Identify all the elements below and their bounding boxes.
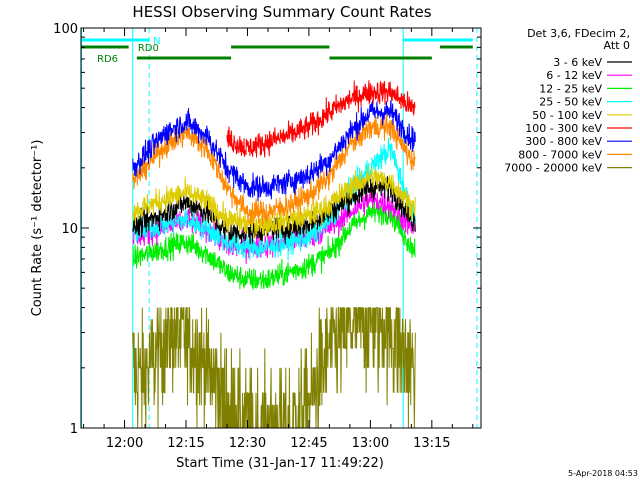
series-50-100-kev bbox=[132, 165, 416, 239]
series-line-800-7000-kev bbox=[132, 113, 416, 227]
legend-label-25-50-kev: 25 - 50 keV bbox=[539, 96, 602, 109]
rd6-flag-label: RD6 bbox=[97, 54, 118, 65]
series-7000-20000-kev bbox=[132, 307, 416, 428]
legend-label-50-100-kev: 50 - 100 keV bbox=[532, 109, 602, 122]
date-stamp: 5-Apr-2018 04:53 bbox=[568, 469, 638, 478]
series-12-25-kev bbox=[132, 200, 416, 290]
legend-title-line-1: Det 3,6, FDecim 2, bbox=[527, 27, 630, 40]
series-line-100-300-kev bbox=[226, 80, 416, 158]
x-axis: 12:00 12:15 12:30 12:45 13:00 13:15 bbox=[83, 28, 474, 451]
x-axis-label: Start Time (31-Jan-17 11:49:22) bbox=[176, 456, 384, 471]
series-layer bbox=[132, 80, 416, 428]
y-axis-label: Count Rate (s⁻¹ detector⁻¹) bbox=[30, 140, 45, 317]
series-line-50-100-kev bbox=[132, 165, 416, 239]
y-tick-label-2: 100 bbox=[53, 22, 78, 37]
legend-label-3-6-kev: 3 - 6 keV bbox=[553, 56, 602, 69]
x-tick-label-1: 12:15 bbox=[167, 436, 204, 451]
legend-label-100-300-kev: 100 - 300 keV bbox=[525, 122, 602, 135]
x-tick-label-0: 12:00 bbox=[106, 436, 143, 451]
x-tick-label-5: 13:15 bbox=[413, 436, 450, 451]
series-line-12-25-kev bbox=[132, 200, 416, 290]
series-800-7000-kev bbox=[132, 113, 416, 227]
series-100-300-kev bbox=[226, 80, 416, 158]
series-line-7000-20000-kev bbox=[132, 307, 416, 428]
legend-label-800-7000-kev: 800 - 7000 keV bbox=[518, 148, 602, 161]
legend-label-7000-20000-kev: 7000 - 20000 keV bbox=[504, 162, 602, 175]
night-flag-label: N bbox=[153, 36, 160, 47]
y-tick-label-1: 10 bbox=[61, 222, 78, 237]
legend-label-6-12-kev: 6 - 12 keV bbox=[546, 69, 602, 82]
legend-title-line-2: Att 0 bbox=[604, 39, 630, 52]
series-300-800-kev bbox=[132, 99, 416, 202]
rd0-flag-label: RD0 bbox=[138, 43, 159, 54]
series-line-300-800-kev bbox=[132, 99, 416, 202]
x-tick-label-4: 13:00 bbox=[352, 436, 389, 451]
chart-title: HESSI Observing Summary Count Rates bbox=[132, 3, 431, 21]
x-tick-label-3: 12:45 bbox=[290, 436, 327, 451]
x-tick-label-2: 12:30 bbox=[229, 436, 266, 451]
legend-label-300-800-kev: 300 - 800 keV bbox=[525, 135, 602, 148]
y-axis: 1 10 100 bbox=[53, 22, 481, 437]
legend-label-12-25-kev: 12 - 25 keV bbox=[539, 82, 602, 95]
y-tick-label-0: 1 bbox=[70, 422, 78, 437]
